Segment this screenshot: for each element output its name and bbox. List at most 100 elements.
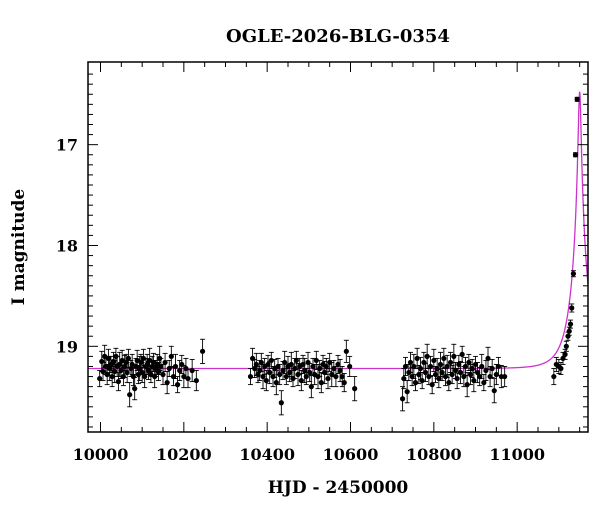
- point-marker: [462, 363, 469, 370]
- data-point: [439, 364, 445, 382]
- point-marker: [185, 375, 191, 382]
- data-point: [352, 376, 358, 402]
- point-marker: [172, 363, 179, 370]
- point-marker: [343, 348, 349, 354]
- point-marker: [347, 363, 353, 370]
- data-point: [277, 364, 283, 386]
- data-point: [181, 365, 187, 389]
- data-point: [464, 372, 470, 398]
- data-point: [474, 361, 481, 384]
- point-marker: [352, 386, 358, 392]
- data-point: [100, 361, 106, 382]
- point-marker: [567, 321, 574, 327]
- point-marker: [174, 382, 181, 388]
- point-marker: [427, 363, 434, 370]
- data-point: [459, 345, 465, 363]
- point-marker: [193, 377, 199, 384]
- point-marker: [166, 365, 172, 372]
- data-point: [298, 370, 304, 392]
- data-point: [278, 390, 284, 416]
- point-marker: [454, 375, 460, 382]
- point-marker: [419, 377, 425, 384]
- plot-frame: [87, 61, 589, 433]
- x-tick-label: 10800: [406, 445, 462, 464]
- data-point: [170, 367, 177, 387]
- point-marker: [303, 373, 309, 380]
- point-marker: [162, 359, 168, 366]
- point-marker: [444, 363, 450, 370]
- chart-title: OGLE-2026-BLG-0354: [226, 26, 450, 47]
- point-marker: [446, 379, 452, 386]
- point-marker: [491, 388, 497, 394]
- data-point: [162, 352, 168, 372]
- x-tick-label: 10600: [323, 445, 379, 464]
- point-marker: [489, 365, 495, 372]
- point-marker: [331, 365, 337, 372]
- data-point: [97, 370, 103, 388]
- data-point: [574, 96, 580, 102]
- point-marker: [260, 373, 266, 380]
- point-marker: [97, 375, 103, 382]
- data-point: [444, 354, 450, 379]
- data-point: [421, 351, 427, 373]
- data-point: [567, 319, 574, 329]
- x-tick-label: 10400: [239, 445, 295, 464]
- point-marker: [429, 382, 435, 388]
- point-marker: [412, 379, 419, 386]
- point-marker: [471, 377, 477, 384]
- data-point: [485, 346, 491, 370]
- point-marker: [329, 371, 335, 378]
- point-marker: [485, 355, 491, 362]
- data-point: [570, 270, 577, 278]
- point-marker: [562, 351, 568, 357]
- data-point: [341, 373, 347, 393]
- point-marker: [99, 358, 105, 365]
- data-point: [307, 362, 313, 383]
- point-marker: [495, 363, 502, 370]
- point-marker: [139, 369, 145, 376]
- point-marker: [558, 365, 564, 372]
- point-marker: [298, 377, 304, 384]
- point-marker: [563, 343, 569, 349]
- data-point: [441, 347, 447, 369]
- point-marker: [339, 373, 345, 380]
- data-point: [317, 359, 323, 378]
- point-marker: [422, 369, 429, 376]
- point-marker: [170, 373, 177, 380]
- data-point: [253, 352, 259, 376]
- point-marker: [273, 379, 279, 386]
- data-point: [331, 359, 337, 378]
- data-point: [199, 338, 206, 364]
- point-marker: [439, 369, 445, 376]
- x-tick-label: 10000: [73, 445, 129, 464]
- point-marker: [140, 355, 147, 362]
- point-marker: [335, 361, 341, 368]
- data-point: [491, 378, 497, 404]
- point-marker: [120, 373, 127, 380]
- point-marker: [414, 355, 420, 362]
- data-point: [402, 356, 409, 376]
- data-point: [489, 358, 495, 379]
- point-marker: [323, 363, 329, 370]
- point-marker: [177, 367, 183, 374]
- point-marker: [459, 351, 465, 357]
- point-marker: [158, 363, 164, 370]
- point-marker: [307, 369, 313, 376]
- y-tick-label: 19: [56, 337, 78, 356]
- point-marker: [466, 359, 472, 366]
- point-marker: [502, 373, 508, 380]
- point-marker: [199, 348, 206, 354]
- point-marker: [124, 369, 130, 376]
- point-marker: [127, 392, 133, 398]
- y-tick-label: 17: [56, 136, 78, 155]
- point-marker: [436, 375, 442, 382]
- point-marker: [282, 359, 288, 366]
- point-marker: [263, 377, 269, 384]
- point-marker: [253, 361, 259, 368]
- point-marker: [325, 375, 331, 382]
- point-marker: [268, 357, 274, 364]
- data-point: [260, 364, 266, 390]
- point-marker: [424, 353, 430, 359]
- data-point: [502, 366, 508, 388]
- point-marker: [308, 384, 314, 390]
